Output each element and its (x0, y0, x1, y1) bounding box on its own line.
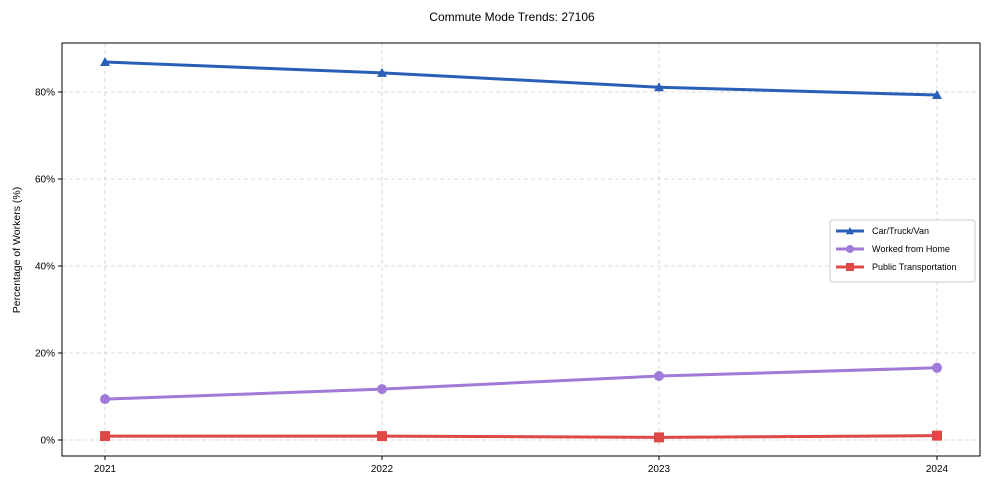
y-tick-label: 0% (41, 436, 56, 447)
series-car-truck-van (100, 56, 942, 100)
x-tick-label: 2021 (94, 464, 117, 475)
triangle-marker (932, 90, 942, 100)
legend-item: Public Transportation (836, 262, 957, 272)
circle-marker (932, 362, 942, 373)
chart-title: Commute Mode Trends: 27106 (429, 10, 595, 24)
series-worked-from-home (100, 362, 942, 405)
x-tick-label: 2024 (926, 464, 949, 475)
square-marker (654, 432, 664, 443)
data-series (100, 56, 942, 443)
y-tick-label: 40% (35, 262, 55, 273)
triangle-marker (654, 82, 664, 92)
plot-frame (61, 42, 981, 457)
legend-label: Car/Truck/Van (872, 226, 929, 236)
circle-marker (846, 245, 854, 253)
y-axis-ticks: 0% 20% 40% 60% 80% (35, 88, 62, 447)
circle-marker (654, 371, 664, 382)
y-tick-label: 60% (35, 175, 55, 186)
y-axis-label: Percentage of Workers (%) (11, 187, 23, 313)
triangle-marker (846, 227, 854, 235)
square-marker (100, 431, 110, 442)
circle-marker (377, 384, 387, 395)
circle-marker (100, 394, 110, 405)
legend-item: Worked from Home (836, 244, 950, 254)
x-tick-label: 2022 (371, 464, 394, 475)
series-public-transportation (100, 430, 942, 443)
triangle-marker (377, 67, 387, 77)
square-marker (932, 430, 942, 441)
legend: Car/Truck/Van Worked from Home Public Tran… (829, 219, 976, 283)
legend-label: Worked from Home (872, 244, 950, 254)
legend-label: Public Transportation (872, 262, 957, 272)
triangle-marker (100, 56, 110, 66)
y-tick-label: 80% (35, 88, 55, 99)
x-tick-label: 2023 (648, 464, 671, 475)
x-axis-ticks: 2021 2022 2023 2024 (94, 456, 949, 475)
square-marker (846, 263, 854, 271)
square-marker (377, 431, 387, 442)
y-tick-label: 20% (35, 349, 55, 360)
legend-item: Car/Truck/Van (836, 226, 929, 236)
